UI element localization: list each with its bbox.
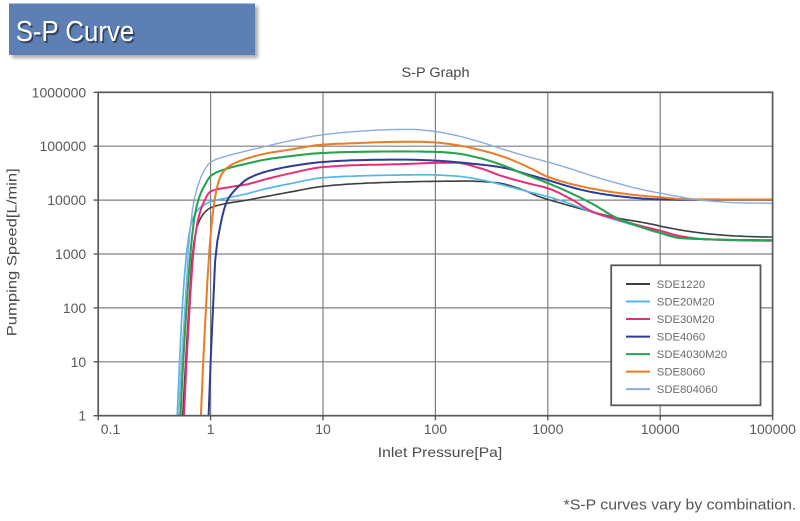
- svg-text:100000: 100000: [749, 421, 796, 437]
- svg-text:SDE1220: SDE1220: [657, 279, 705, 291]
- svg-text:SDE20M20: SDE20M20: [657, 296, 715, 308]
- svg-text:SDE4030M20: SDE4030M20: [657, 349, 727, 361]
- svg-text:10: 10: [315, 421, 331, 437]
- svg-text:100000: 100000: [39, 138, 86, 154]
- svg-text:SDE4060: SDE4060: [657, 332, 705, 344]
- svg-text:1000000: 1000000: [32, 84, 87, 100]
- svg-text:S-P Curve: S-P Curve: [17, 18, 135, 50]
- svg-text:1000: 1000: [532, 421, 563, 437]
- svg-text:SDE804060: SDE804060: [657, 384, 718, 396]
- svg-text:0.1: 0.1: [101, 421, 121, 437]
- svg-text:10000: 10000: [641, 421, 680, 437]
- svg-text:1: 1: [78, 408, 86, 424]
- svg-text:SDE30M20: SDE30M20: [657, 314, 715, 326]
- svg-text:100: 100: [424, 421, 448, 437]
- svg-text:*S-P curves vary by combinatio: *S-P curves vary by combination.: [564, 497, 797, 514]
- svg-text:Pumping Speed[L/min]: Pumping Speed[L/min]: [4, 168, 20, 336]
- svg-text:S-P Curve: S-P Curve: [16, 16, 135, 48]
- svg-text:10000: 10000: [47, 192, 86, 208]
- svg-text:SDE8060: SDE8060: [657, 367, 705, 379]
- svg-text:Inlet Pressure[Pa]: Inlet Pressure[Pa]: [378, 444, 503, 460]
- svg-text:100: 100: [63, 300, 87, 316]
- svg-text:1: 1: [207, 421, 215, 437]
- svg-text:10: 10: [71, 354, 87, 370]
- svg-text:1000: 1000: [55, 246, 86, 262]
- svg-text:S-P Graph: S-P Graph: [402, 65, 470, 80]
